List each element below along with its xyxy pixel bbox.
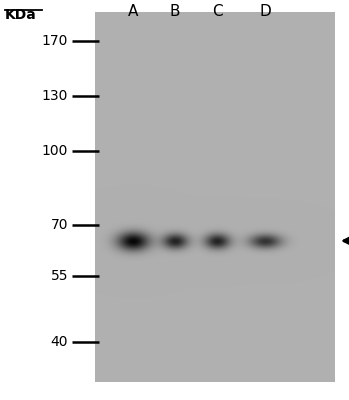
Text: 55: 55	[51, 269, 68, 283]
Text: C: C	[212, 4, 222, 19]
Bar	[95, 12, 335, 382]
Text: A: A	[128, 4, 138, 19]
Text: B: B	[170, 4, 180, 19]
Text: 130: 130	[42, 90, 68, 104]
Text: 70: 70	[51, 218, 68, 232]
Text: 100: 100	[42, 144, 68, 158]
Text: KDa: KDa	[5, 8, 37, 22]
Text: 170: 170	[42, 34, 68, 48]
Text: 40: 40	[51, 335, 68, 349]
Text: D: D	[259, 4, 271, 19]
